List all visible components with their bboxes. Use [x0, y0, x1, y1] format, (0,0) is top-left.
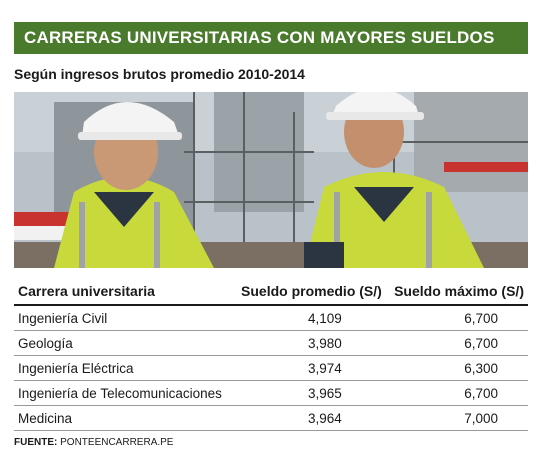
- max-salary-cell: 6,300: [385, 355, 528, 381]
- average-salary-cell: 3,965: [232, 380, 386, 406]
- table-row: Geología 3,980 6,700: [14, 330, 528, 356]
- column-header-average: Sueldo promedio (S/): [232, 280, 386, 306]
- worker-right: [304, 92, 484, 268]
- source-note: FUENTE: PONTEENCARRERA.PE: [14, 437, 173, 448]
- table-row: Ingeniería Civil 4,109 6,700: [14, 305, 528, 331]
- average-salary-cell: 3,964: [232, 405, 386, 431]
- table-row: Medicina 3,964 7,000: [14, 405, 528, 431]
- column-header-max: Sueldo máximo (S/): [385, 280, 528, 306]
- chart-title: CARRERAS UNIVERSITARIAS CON MAYORES SUEL…: [14, 22, 528, 54]
- workers-photo: [14, 92, 528, 268]
- career-cell: Ingeniería Eléctrica: [14, 355, 233, 381]
- average-salary-cell: 3,980: [232, 330, 386, 356]
- max-salary-cell: 6,700: [385, 380, 528, 406]
- career-cell: Medicina: [14, 405, 233, 431]
- column-header-career: Carrera universitaria: [14, 280, 233, 306]
- table-row: Ingeniería Eléctrica 3,974 6,300: [14, 355, 528, 381]
- max-salary-cell: 6,700: [385, 305, 528, 331]
- worker-left: [54, 102, 214, 268]
- chart-subtitle: Según ingresos brutos promedio 2010-2014: [14, 66, 305, 82]
- average-salary-cell: 3,974: [232, 355, 386, 381]
- table-row: Ingeniería de Telecomunicaciones 3,965 6…: [14, 380, 528, 406]
- source-value: PONTEENCARRERA.PE: [60, 437, 174, 448]
- salary-table: Carrera universitaria Sueldo promedio (S…: [14, 280, 528, 431]
- max-salary-cell: 7,000: [385, 405, 528, 431]
- career-cell: Ingeniería Civil: [14, 305, 233, 331]
- average-salary-cell: 4,109: [232, 305, 386, 331]
- max-salary-cell: 6,700: [385, 330, 528, 356]
- table-header-row: Carrera universitaria Sueldo promedio (S…: [14, 280, 528, 306]
- source-label: FUENTE:: [14, 437, 58, 448]
- career-cell: Geología: [14, 330, 233, 356]
- career-cell: Ingeniería de Telecomunicaciones: [14, 380, 233, 406]
